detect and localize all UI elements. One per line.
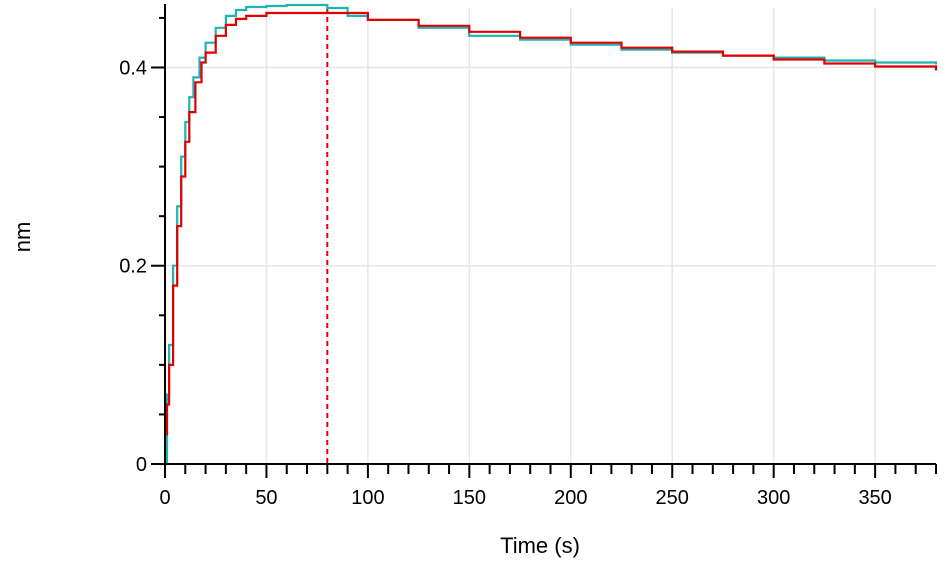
annotations (164, 8, 329, 464)
x-tick-label: 250 (656, 487, 689, 509)
y-axis-title: nm (10, 222, 35, 253)
x-tick-label: 350 (858, 487, 891, 509)
x-tick-label: 50 (255, 487, 277, 509)
y-tick-label: 0 (136, 454, 147, 476)
y-tick-label: 0.2 (119, 256, 147, 278)
x-tick-label: 150 (453, 487, 486, 509)
x-tick-label: 300 (757, 487, 790, 509)
grid (165, 8, 936, 464)
x-tick-label: 0 (159, 487, 170, 509)
axes: 0 50 100 150 200 250 300 350 0 0.2 0.4 (119, 4, 937, 509)
series (165, 3, 938, 466)
series-line-1 (165, 11, 938, 436)
series-line-0 (165, 3, 938, 466)
x-axis-title: Time (s) (500, 533, 580, 558)
y-tick-label: 0.4 (119, 57, 147, 79)
x-tick-label: 200 (554, 487, 587, 509)
x-tick-label: 100 (351, 487, 384, 509)
